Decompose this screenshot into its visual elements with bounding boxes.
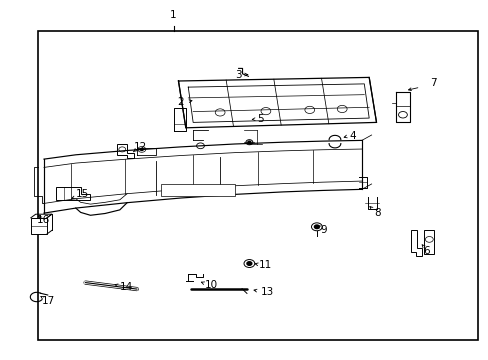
Bar — [38, 31, 477, 340]
Text: 14: 14 — [119, 282, 133, 292]
Text: 4: 4 — [349, 131, 356, 141]
Circle shape — [140, 148, 143, 150]
Circle shape — [314, 225, 319, 229]
Text: 12: 12 — [133, 141, 147, 152]
Text: 5: 5 — [256, 114, 263, 124]
Text: 10: 10 — [204, 280, 217, 291]
Text: 8: 8 — [373, 208, 380, 218]
Text: 6: 6 — [422, 246, 429, 256]
Text: 16: 16 — [36, 215, 50, 225]
Text: 2: 2 — [177, 96, 184, 107]
Circle shape — [247, 141, 250, 143]
Text: 9: 9 — [320, 225, 326, 235]
Text: 1: 1 — [170, 10, 177, 20]
Text: 11: 11 — [258, 260, 271, 270]
Text: 17: 17 — [42, 296, 56, 306]
Bar — [161, 184, 234, 196]
Bar — [31, 218, 47, 234]
Circle shape — [246, 262, 251, 265]
Text: 3: 3 — [235, 69, 242, 80]
Text: 13: 13 — [260, 287, 274, 297]
Text: 7: 7 — [429, 78, 436, 88]
Text: 15: 15 — [75, 189, 89, 199]
